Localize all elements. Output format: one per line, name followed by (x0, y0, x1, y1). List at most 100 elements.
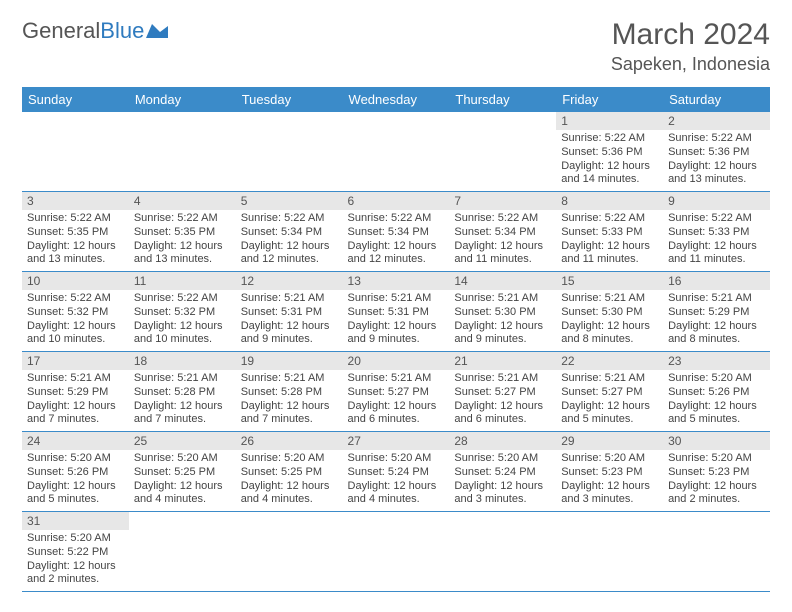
sunrise-line: Sunrise: 5:21 AM (134, 372, 231, 386)
daylight-line: Daylight: 12 hours and 9 minutes. (241, 320, 338, 348)
calendar-day-cell: 5Sunrise: 5:22 AMSunset: 5:34 PMDaylight… (236, 192, 343, 272)
calendar-day-cell: 11Sunrise: 5:22 AMSunset: 5:32 PMDayligh… (129, 272, 236, 352)
sunset-line: Sunset: 5:32 PM (27, 306, 124, 320)
sunset-line: Sunset: 5:33 PM (561, 226, 658, 240)
calendar-day-cell: 30Sunrise: 5:20 AMSunset: 5:23 PMDayligh… (663, 432, 770, 512)
calendar-day-cell: 21Sunrise: 5:21 AMSunset: 5:27 PMDayligh… (449, 352, 556, 432)
day-number: 20 (343, 352, 450, 370)
daylight-line: Daylight: 12 hours and 12 minutes. (348, 240, 445, 268)
day-details: Sunrise: 5:20 AMSunset: 5:26 PMDaylight:… (663, 370, 770, 431)
calendar-empty-cell (236, 112, 343, 192)
daylight-line: Daylight: 12 hours and 3 minutes. (454, 480, 551, 508)
calendar-day-cell: 28Sunrise: 5:20 AMSunset: 5:24 PMDayligh… (449, 432, 556, 512)
calendar-day-cell: 24Sunrise: 5:20 AMSunset: 5:26 PMDayligh… (22, 432, 129, 512)
calendar-day-cell: 1Sunrise: 5:22 AMSunset: 5:36 PMDaylight… (556, 112, 663, 192)
calendar-day-cell: 2Sunrise: 5:22 AMSunset: 5:36 PMDaylight… (663, 112, 770, 192)
day-number: 31 (22, 512, 129, 530)
day-details: Sunrise: 5:20 AMSunset: 5:24 PMDaylight:… (449, 450, 556, 511)
daylight-line: Daylight: 12 hours and 2 minutes. (668, 480, 765, 508)
sunrise-line: Sunrise: 5:22 AM (454, 212, 551, 226)
day-details: Sunrise: 5:21 AMSunset: 5:27 PMDaylight:… (343, 370, 450, 431)
day-number: 27 (343, 432, 450, 450)
calendar-day-cell: 29Sunrise: 5:20 AMSunset: 5:23 PMDayligh… (556, 432, 663, 512)
sunset-line: Sunset: 5:22 PM (27, 546, 124, 560)
day-number: 3 (22, 192, 129, 210)
sunset-line: Sunset: 5:35 PM (27, 226, 124, 240)
calendar-empty-cell (449, 112, 556, 192)
day-details: Sunrise: 5:21 AMSunset: 5:31 PMDaylight:… (236, 290, 343, 351)
calendar-empty-cell (129, 112, 236, 192)
calendar-day-cell: 22Sunrise: 5:21 AMSunset: 5:27 PMDayligh… (556, 352, 663, 432)
daylight-line: Daylight: 12 hours and 7 minutes. (27, 400, 124, 428)
daylight-line: Daylight: 12 hours and 7 minutes. (241, 400, 338, 428)
sunrise-line: Sunrise: 5:22 AM (348, 212, 445, 226)
daylight-line: Daylight: 12 hours and 10 minutes. (27, 320, 124, 348)
daylight-line: Daylight: 12 hours and 6 minutes. (454, 400, 551, 428)
daylight-line: Daylight: 12 hours and 4 minutes. (348, 480, 445, 508)
day-details: Sunrise: 5:21 AMSunset: 5:28 PMDaylight:… (129, 370, 236, 431)
sunset-line: Sunset: 5:36 PM (668, 146, 765, 160)
day-details: Sunrise: 5:20 AMSunset: 5:25 PMDaylight:… (236, 450, 343, 511)
day-number: 11 (129, 272, 236, 290)
daylight-line: Daylight: 12 hours and 3 minutes. (561, 480, 658, 508)
daylight-line: Daylight: 12 hours and 4 minutes. (241, 480, 338, 508)
sunrise-line: Sunrise: 5:22 AM (561, 212, 658, 226)
sunset-line: Sunset: 5:25 PM (241, 466, 338, 480)
daylight-line: Daylight: 12 hours and 5 minutes. (561, 400, 658, 428)
calendar-week-row: 3Sunrise: 5:22 AMSunset: 5:35 PMDaylight… (22, 192, 770, 272)
sunrise-line: Sunrise: 5:20 AM (348, 452, 445, 466)
sunset-line: Sunset: 5:27 PM (561, 386, 658, 400)
sunset-line: Sunset: 5:27 PM (348, 386, 445, 400)
daylight-line: Daylight: 12 hours and 8 minutes. (668, 320, 765, 348)
day-number: 14 (449, 272, 556, 290)
sunset-line: Sunset: 5:34 PM (454, 226, 551, 240)
weekday-header: Sunday (22, 87, 129, 112)
calendar-day-cell: 20Sunrise: 5:21 AMSunset: 5:27 PMDayligh… (343, 352, 450, 432)
day-number: 21 (449, 352, 556, 370)
calendar-day-cell: 17Sunrise: 5:21 AMSunset: 5:29 PMDayligh… (22, 352, 129, 432)
day-details: Sunrise: 5:21 AMSunset: 5:28 PMDaylight:… (236, 370, 343, 431)
logo-text-general: General (22, 18, 100, 44)
sunrise-line: Sunrise: 5:21 AM (454, 292, 551, 306)
daylight-line: Daylight: 12 hours and 11 minutes. (454, 240, 551, 268)
calendar-empty-cell (343, 112, 450, 192)
day-details: Sunrise: 5:21 AMSunset: 5:29 PMDaylight:… (663, 290, 770, 351)
daylight-line: Daylight: 12 hours and 7 minutes. (134, 400, 231, 428)
daylight-line: Daylight: 12 hours and 11 minutes. (561, 240, 658, 268)
sunrise-line: Sunrise: 5:20 AM (241, 452, 338, 466)
calendar-week-row: 10Sunrise: 5:22 AMSunset: 5:32 PMDayligh… (22, 272, 770, 352)
day-number: 10 (22, 272, 129, 290)
sunrise-line: Sunrise: 5:22 AM (668, 132, 765, 146)
sunrise-line: Sunrise: 5:21 AM (241, 292, 338, 306)
day-details: Sunrise: 5:22 AMSunset: 5:35 PMDaylight:… (129, 210, 236, 271)
calendar-empty-cell (663, 512, 770, 592)
sunrise-line: Sunrise: 5:20 AM (134, 452, 231, 466)
daylight-line: Daylight: 12 hours and 10 minutes. (134, 320, 231, 348)
calendar-empty-cell (129, 512, 236, 592)
calendar-day-cell: 3Sunrise: 5:22 AMSunset: 5:35 PMDaylight… (22, 192, 129, 272)
day-details: Sunrise: 5:22 AMSunset: 5:34 PMDaylight:… (236, 210, 343, 271)
calendar-day-cell: 31Sunrise: 5:20 AMSunset: 5:22 PMDayligh… (22, 512, 129, 592)
calendar-day-cell: 26Sunrise: 5:20 AMSunset: 5:25 PMDayligh… (236, 432, 343, 512)
sunset-line: Sunset: 5:31 PM (348, 306, 445, 320)
sunrise-line: Sunrise: 5:20 AM (27, 532, 124, 546)
day-number: 5 (236, 192, 343, 210)
day-details: Sunrise: 5:22 AMSunset: 5:34 PMDaylight:… (343, 210, 450, 271)
daylight-line: Daylight: 12 hours and 11 minutes. (668, 240, 765, 268)
sunrise-line: Sunrise: 5:22 AM (27, 212, 124, 226)
sunrise-line: Sunrise: 5:21 AM (241, 372, 338, 386)
calendar-empty-cell (556, 512, 663, 592)
calendar-day-cell: 23Sunrise: 5:20 AMSunset: 5:26 PMDayligh… (663, 352, 770, 432)
sunset-line: Sunset: 5:34 PM (348, 226, 445, 240)
calendar-empty-cell (343, 512, 450, 592)
day-number: 22 (556, 352, 663, 370)
sunset-line: Sunset: 5:25 PM (134, 466, 231, 480)
header: GeneralBlue March 2024 Sapeken, Indonesi… (22, 18, 770, 75)
sunset-line: Sunset: 5:31 PM (241, 306, 338, 320)
sunrise-line: Sunrise: 5:22 AM (134, 212, 231, 226)
calendar-week-row: 17Sunrise: 5:21 AMSunset: 5:29 PMDayligh… (22, 352, 770, 432)
logo: GeneralBlue (22, 18, 168, 44)
day-details: Sunrise: 5:22 AMSunset: 5:34 PMDaylight:… (449, 210, 556, 271)
sunset-line: Sunset: 5:32 PM (134, 306, 231, 320)
daylight-line: Daylight: 12 hours and 12 minutes. (241, 240, 338, 268)
